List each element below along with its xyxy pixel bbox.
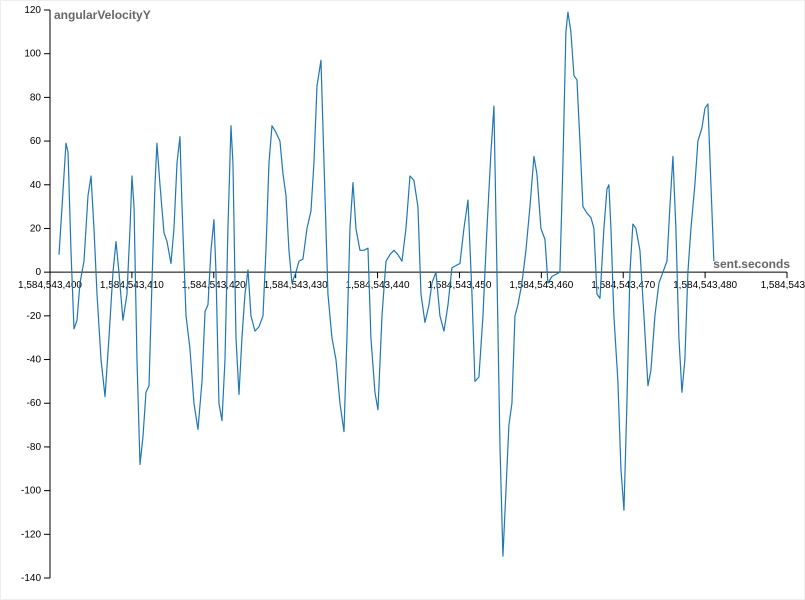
- x-tick-label: 1,584,543,480: [673, 280, 737, 291]
- x-tick-label: 1,584,543,450: [427, 280, 491, 291]
- x-tick-label: 1,584,543,470: [591, 280, 655, 291]
- chart-title: angularVelocityY: [54, 8, 151, 22]
- y-tick-label: -120: [21, 529, 41, 540]
- y-tick-label: 120: [24, 5, 41, 16]
- y-tick-label: -20: [27, 311, 42, 322]
- y-tick-label: 20: [30, 223, 42, 234]
- y-tick-label: -80: [27, 442, 42, 453]
- x-tick-label: 1,584,543,460: [509, 280, 573, 291]
- x-tick-label: 1,584,543,400: [18, 280, 82, 291]
- x-axis-label: sent.seconds: [713, 257, 790, 271]
- x-tick-label: 1,584,543,430: [264, 280, 328, 291]
- data-line: [58, 11, 715, 557]
- x-tick-label: 1,584,543,4: [761, 280, 805, 291]
- y-tick-label: -140: [21, 573, 41, 584]
- x-tick-label: 1,584,543,420: [182, 280, 246, 291]
- y-tick-label: 100: [24, 49, 41, 60]
- x-tick-label: 1,584,543,440: [346, 280, 410, 291]
- y-tick-label: 80: [30, 92, 42, 103]
- y-tick-label: -60: [27, 398, 42, 409]
- x-tick-label: 1,584,543,410: [100, 280, 164, 291]
- y-tick-label: -40: [27, 355, 42, 366]
- y-tick-label: 40: [30, 180, 42, 191]
- y-tick-label: 60: [30, 136, 42, 147]
- y-tick-label: -100: [21, 486, 41, 497]
- y-tick-label: 0: [35, 267, 41, 278]
